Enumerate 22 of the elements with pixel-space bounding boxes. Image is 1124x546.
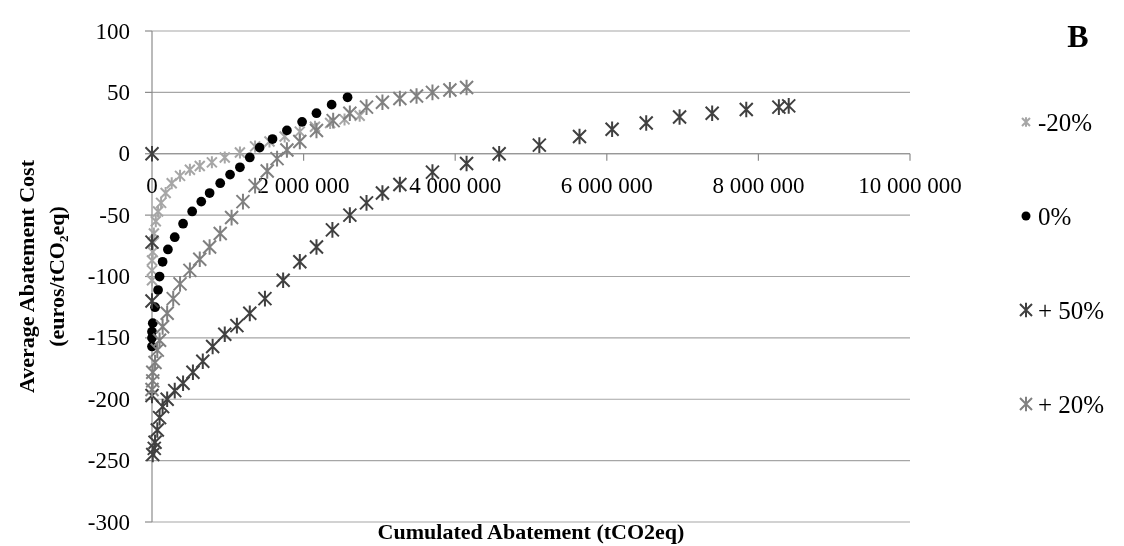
legend-label: + 20% <box>1038 390 1105 418</box>
x-axis-title: Cumulated Abatement (tCO2eq) <box>377 518 685 544</box>
y-tick-label: -100 <box>87 264 130 289</box>
x-tick-label: 10 000 000 <box>858 173 962 199</box>
x-tick-label: 6 000 000 <box>560 173 653 199</box>
x-tick-label: 8 000 000 <box>712 173 805 199</box>
y-tick-label: -250 <box>87 448 130 474</box>
y-axis-title: Average Abatement Cost (euros/tCO₂eq) <box>13 159 69 393</box>
y-tick-label: 50 <box>107 79 130 105</box>
legend-label: + 50% <box>1038 296 1105 324</box>
legend-label: -20% <box>1038 108 1093 136</box>
legend-label: 0% <box>1038 202 1072 230</box>
x-tick-label: 0 <box>146 173 158 199</box>
x-tick-label: 2 000 000 <box>257 173 350 199</box>
y-tick-label: -200 <box>87 386 130 412</box>
y-tick-label: -50 <box>99 202 130 228</box>
y-tick-label: -300 <box>87 509 130 535</box>
y-tick-label: -150 <box>87 325 130 351</box>
text: B <box>1067 18 1089 54</box>
y-tick-label: 0 <box>118 141 130 167</box>
y-tick-label: 100 <box>95 18 130 44</box>
x-tick-label: 4 000 000 <box>409 173 502 199</box>
